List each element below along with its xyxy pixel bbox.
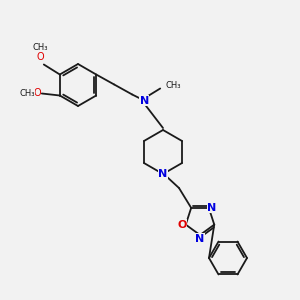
Text: N: N <box>158 169 168 179</box>
Text: O: O <box>33 88 40 98</box>
Text: N: N <box>207 203 216 213</box>
Text: CH₃: CH₃ <box>165 81 181 90</box>
Text: N: N <box>140 95 149 106</box>
Text: CH₃: CH₃ <box>32 43 48 52</box>
Text: O: O <box>36 52 44 61</box>
Text: O: O <box>177 220 186 230</box>
Text: N: N <box>195 234 205 244</box>
Text: CH₃: CH₃ <box>19 89 34 98</box>
